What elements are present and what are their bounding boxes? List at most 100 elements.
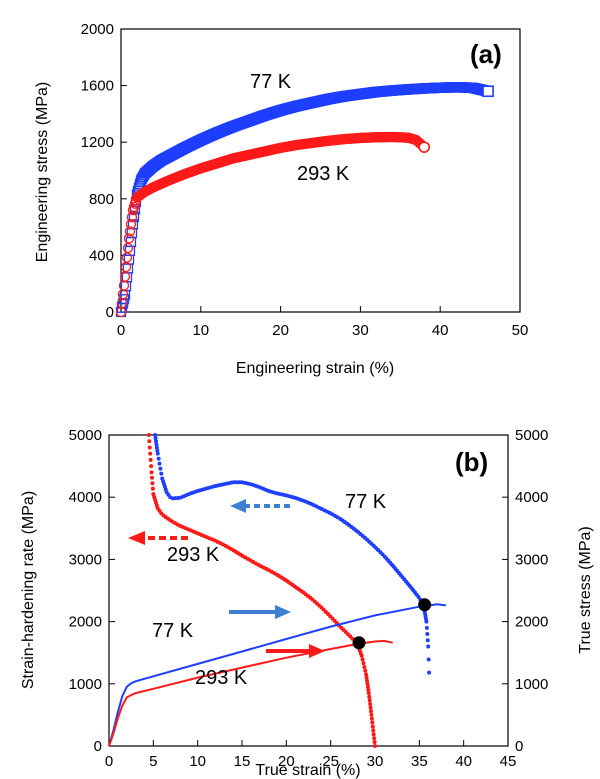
rate-point bbox=[360, 657, 365, 662]
rate-point bbox=[369, 716, 374, 721]
chart-b-xtick-label: 25 bbox=[322, 753, 339, 770]
chart-a-plot-frame bbox=[120, 28, 521, 313]
necking-point-marker bbox=[352, 636, 366, 650]
rate-point bbox=[366, 688, 371, 693]
chart-b-ytick-label-right: 5000 bbox=[515, 427, 548, 444]
rate-point bbox=[426, 657, 431, 662]
rate-point bbox=[370, 724, 375, 729]
chart-b-xtick-label: 45 bbox=[500, 753, 517, 770]
chart-b-xtick-label: 0 bbox=[105, 753, 113, 770]
chart-b-series bbox=[108, 433, 447, 748]
chart-b-ytick-label-right: 2000 bbox=[515, 614, 548, 631]
chart-a-xlabel: Engineering strain (%) bbox=[236, 360, 394, 377]
rate-point bbox=[155, 448, 160, 453]
chart-a-ytick-label: 2000 bbox=[81, 21, 114, 38]
chart-a-xtick-label: 50 bbox=[512, 322, 529, 339]
chart-b-ytick-label-left: 4000 bbox=[69, 489, 102, 506]
rate-point bbox=[154, 442, 159, 447]
rate-point bbox=[373, 744, 377, 748]
rate-point bbox=[372, 740, 377, 745]
chart-b-ytick-label-right: 0 bbox=[515, 738, 523, 755]
chart-a-ytick-label: 0 bbox=[106, 304, 114, 321]
rate-point bbox=[155, 451, 160, 456]
chart-a-xtick-label: 0 bbox=[117, 322, 125, 339]
rate-point bbox=[148, 451, 153, 456]
rate-point bbox=[361, 661, 366, 666]
chart-b-ytick-label-right: 3000 bbox=[515, 551, 548, 568]
chart-b-xtick-label: 10 bbox=[189, 753, 206, 770]
rate-point bbox=[150, 481, 155, 486]
chart-b-xtick-label: 30 bbox=[367, 753, 384, 770]
chart-b-ytick-label-left: 2000 bbox=[69, 614, 102, 631]
rate-point bbox=[369, 712, 374, 717]
end-point-77k bbox=[482, 85, 494, 98]
chart-b-series-77k-strain-hardening-rate bbox=[153, 433, 432, 675]
data-point-293k bbox=[125, 219, 137, 230]
chart-b-ylabel-right: True stress (MPa) bbox=[577, 526, 594, 653]
chart-b-panel-label: (b) bbox=[455, 447, 488, 477]
rate-point bbox=[372, 736, 377, 741]
chart-a-ytick-label: 1200 bbox=[81, 134, 114, 151]
chart-b-plot-frame bbox=[108, 434, 509, 747]
chart-a-xtick-label: 40 bbox=[432, 322, 449, 339]
chart-b-series-293k-strain-hardening-rate bbox=[146, 433, 377, 748]
chart-a-ticks: 0 10 20 30 40 50 0 400 800 1200 1600 2000 bbox=[81, 21, 529, 339]
chart-a-xtick-label: 20 bbox=[272, 322, 289, 339]
rate-point bbox=[362, 665, 367, 670]
rate-point bbox=[368, 705, 373, 710]
rate-point bbox=[368, 702, 373, 707]
chart-a-ylabel: Engineering stress (MPa) bbox=[34, 82, 51, 263]
chart-b-xtick-label: 20 bbox=[278, 753, 295, 770]
rate-point bbox=[148, 457, 153, 462]
rate-point bbox=[366, 691, 371, 696]
rate-point bbox=[149, 464, 154, 469]
rate-point bbox=[150, 475, 155, 480]
chart-b-annotation-77k-stress: 77 K bbox=[152, 620, 194, 642]
arrow-dotted-blue-left bbox=[230, 499, 290, 513]
rate-point bbox=[371, 732, 376, 737]
rate-point bbox=[365, 681, 370, 686]
rate-point bbox=[364, 675, 369, 680]
rate-point bbox=[156, 456, 161, 461]
chart-b-ytick-label-left: 0 bbox=[94, 738, 102, 755]
chart-a-xtick-label: 30 bbox=[352, 322, 369, 339]
chart-b-annotation-293k-rate: 293 K bbox=[167, 544, 220, 566]
chart-b-ylabel-left: Strain-hardening rate (MPa) bbox=[20, 491, 37, 689]
end-point-293k bbox=[418, 141, 431, 153]
chart-b-ytick-label-right: 4000 bbox=[515, 489, 548, 506]
chart-b-xtick-label: 40 bbox=[455, 753, 472, 770]
data-point-293k bbox=[126, 212, 138, 223]
rate-point bbox=[363, 668, 368, 673]
rate-point bbox=[427, 670, 432, 675]
arrow-solid-red-right bbox=[266, 644, 325, 658]
rate-point bbox=[153, 436, 158, 441]
chart-b-annotation-293k-stress: 293 K bbox=[195, 667, 248, 689]
rate-point bbox=[424, 619, 429, 624]
arrow-solid-blue-right bbox=[229, 605, 291, 619]
chart-b-xtick-label: 5 bbox=[149, 753, 157, 770]
rate-point bbox=[369, 709, 374, 714]
rate-point bbox=[149, 470, 154, 475]
rate-point bbox=[359, 653, 364, 658]
chart-a-ytick-label: 400 bbox=[89, 247, 114, 264]
chart-b-annotation-77k-rate: 77 K bbox=[345, 491, 387, 513]
rate-point bbox=[367, 698, 372, 703]
rate-point bbox=[154, 445, 159, 450]
rate-point bbox=[424, 625, 429, 630]
rate-point bbox=[158, 466, 163, 471]
chart-b-ytick-label-left: 3000 bbox=[69, 551, 102, 568]
chart-b-xlabel: True strain (%) bbox=[255, 762, 360, 779]
chart-b-series-293k-true-stress bbox=[108, 639, 393, 747]
chart-b-xtick-label: 15 bbox=[234, 753, 251, 770]
rate-point bbox=[365, 678, 370, 683]
rate-point bbox=[147, 445, 152, 450]
rate-point bbox=[426, 644, 431, 649]
rate-point bbox=[153, 439, 158, 444]
chart-a-annotation-77k: 77 K bbox=[250, 71, 292, 93]
chart-b-ytick-label-left: 1000 bbox=[69, 676, 102, 693]
chart-a-series-293k bbox=[115, 131, 431, 318]
